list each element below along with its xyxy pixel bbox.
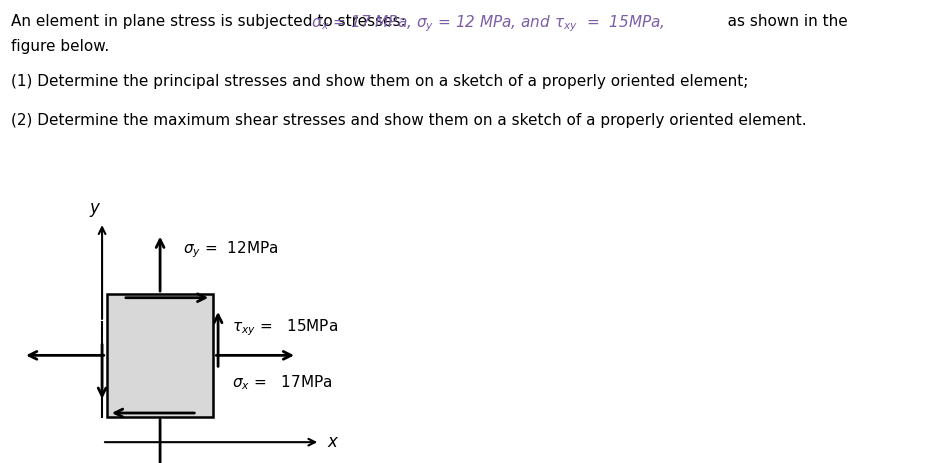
Text: (2) Determine the maximum shear stresses and show them on a sketch of a properly: (2) Determine the maximum shear stresses… <box>11 113 806 128</box>
Text: An element in plane stress is subjected to stresses:: An element in plane stress is subjected … <box>11 14 411 29</box>
Text: $\sigma_y$ =  12MPa: $\sigma_y$ = 12MPa <box>184 240 278 260</box>
Text: (1) Determine the principal stresses and show them on a sketch of a properly ori: (1) Determine the principal stresses and… <box>11 74 748 89</box>
Text: figure below.: figure below. <box>11 39 109 54</box>
Text: $\sigma_x$ =   17MPa: $\sigma_x$ = 17MPa <box>232 374 332 393</box>
Text: as shown in the: as shown in the <box>11 14 847 29</box>
Text: y: y <box>90 199 99 217</box>
Bar <box>107 294 213 417</box>
Text: x: x <box>327 433 337 451</box>
Text: $\sigma_x$ = 17 $MPa$, $\sigma_y$ = 12 $MPa$, and $\tau_{xy}$  =  15$MPa$,: $\sigma_x$ = 17 $MPa$, $\sigma_y$ = 12 $… <box>11 14 664 34</box>
Text: $\tau_{xy}$ =   15MPa: $\tau_{xy}$ = 15MPa <box>232 317 337 338</box>
